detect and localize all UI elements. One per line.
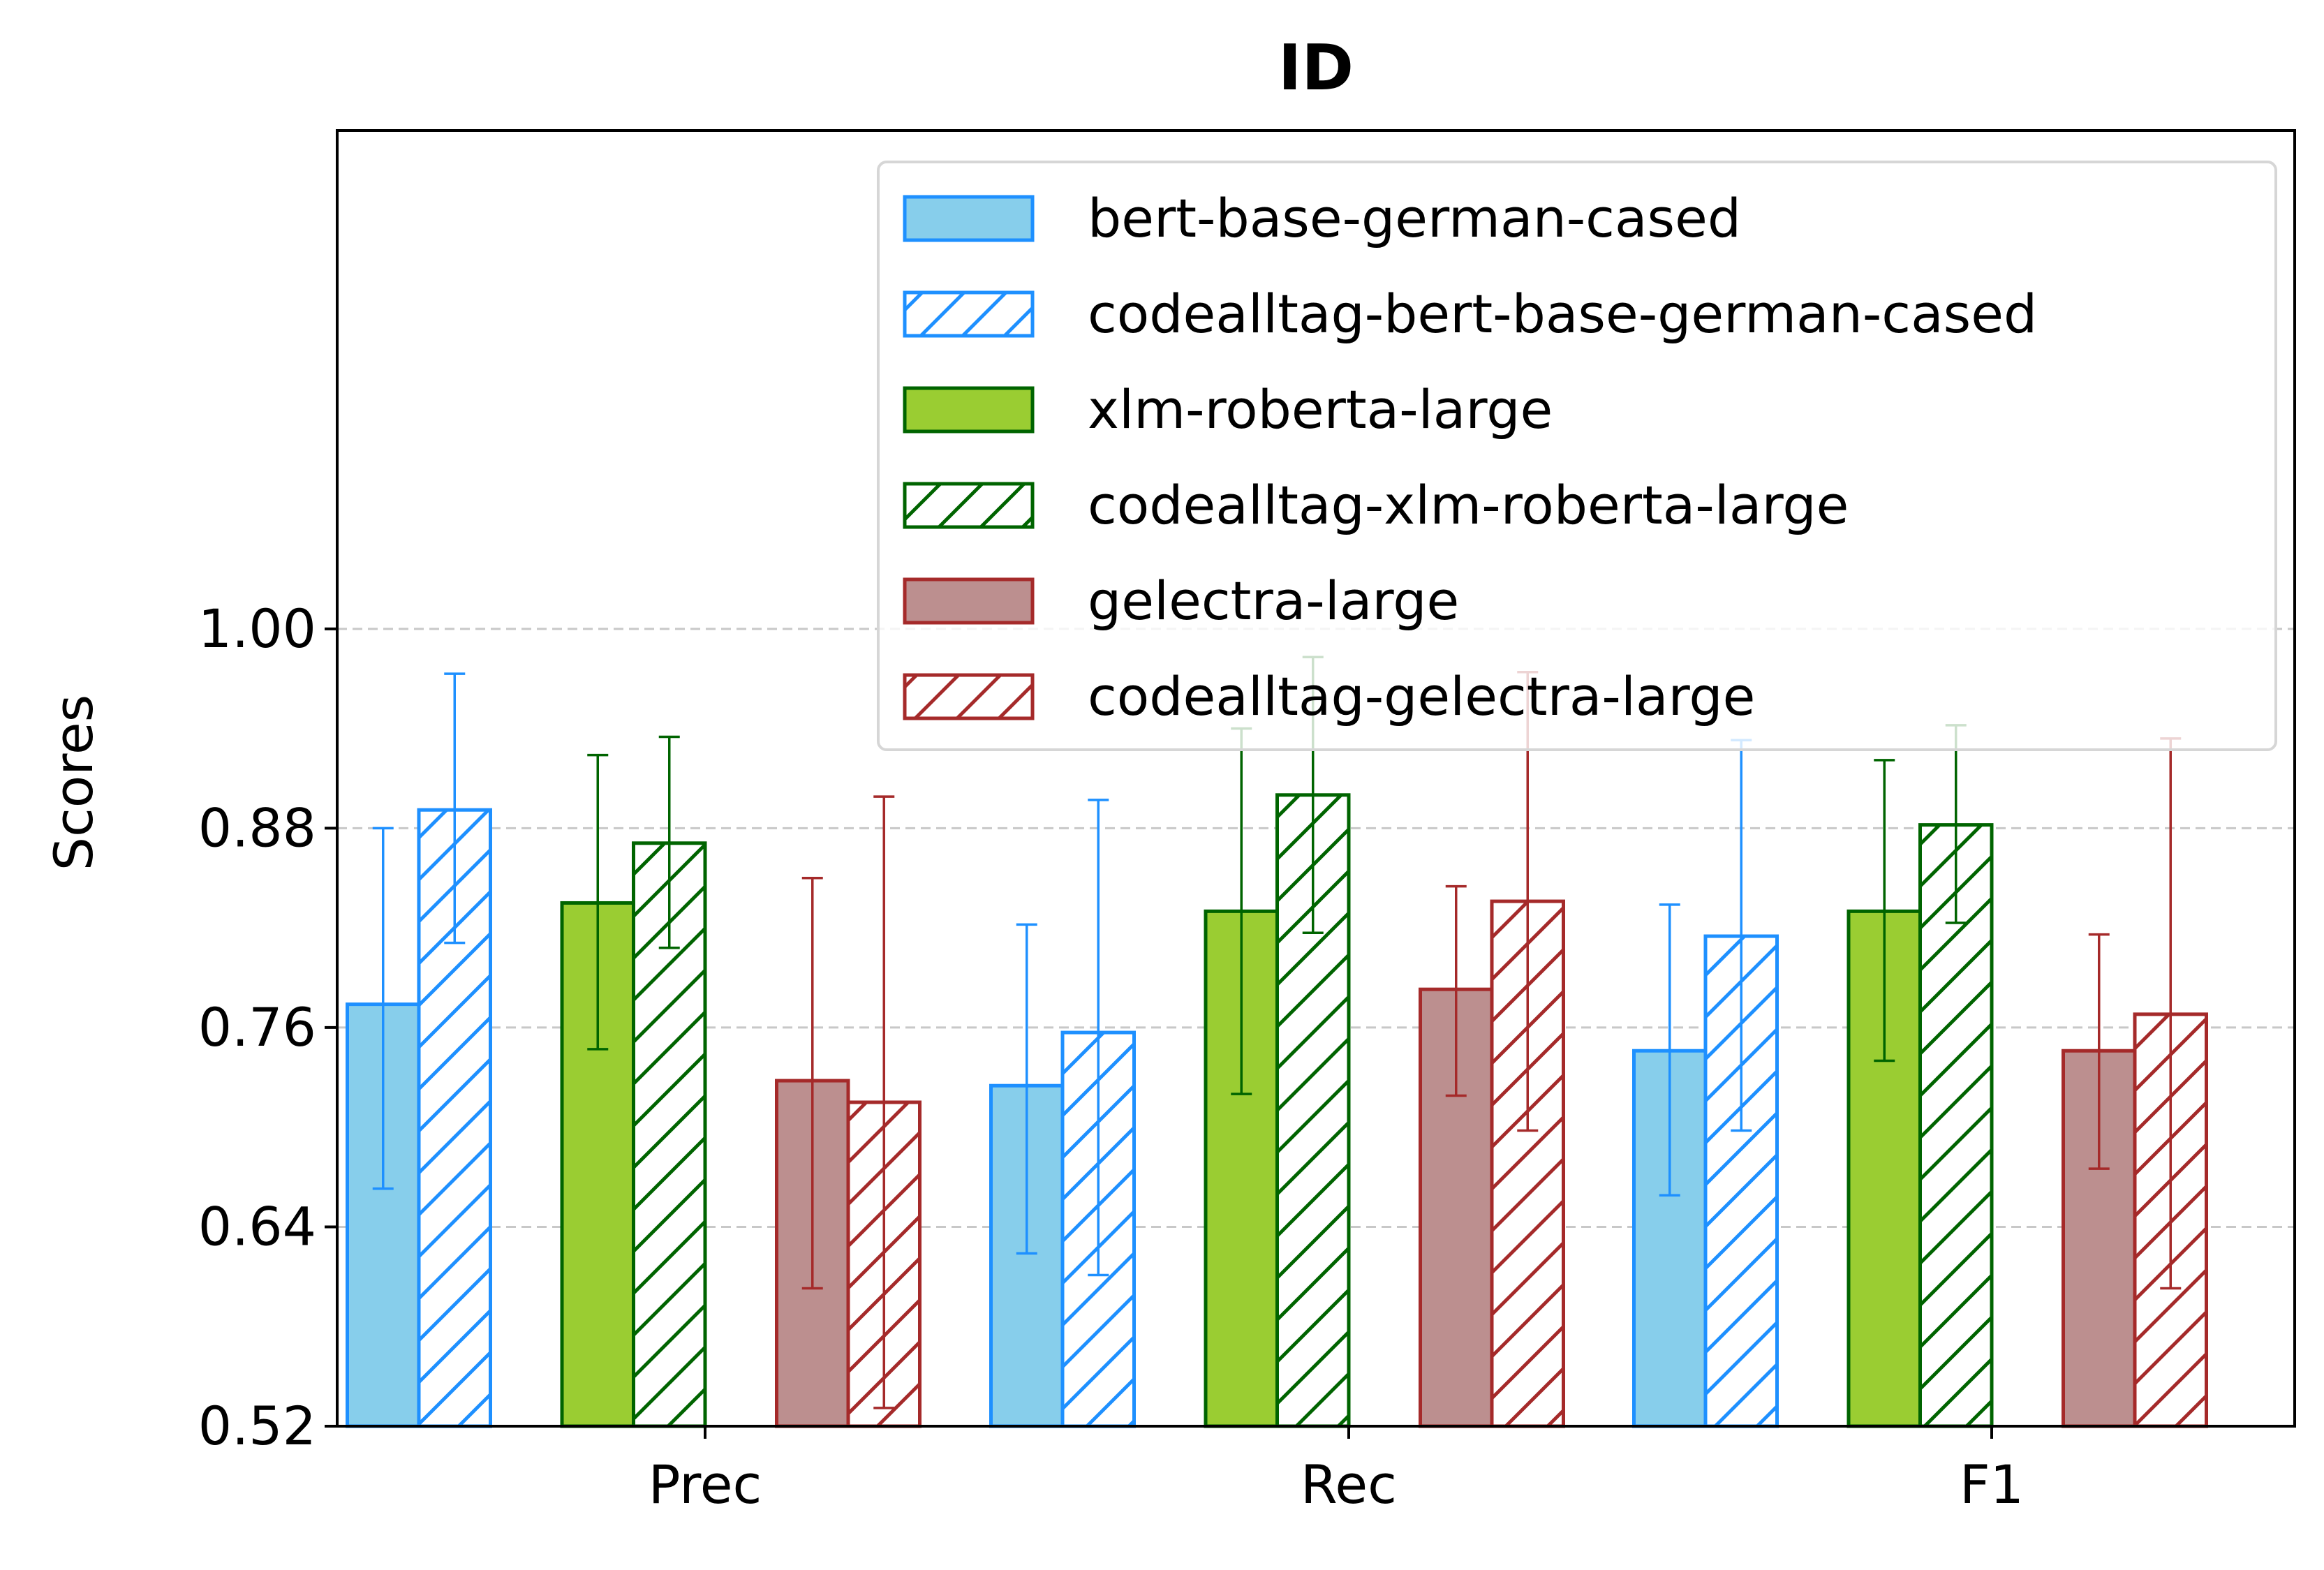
x-tick-label-f1: F1 [1960,1453,2024,1516]
legend-label: codealltag-bert-base-german-cased [1088,283,2037,345]
error-bars [372,656,2182,1409]
error-bar [1088,799,1109,1277]
legend-entry: gelectra-large [903,570,1459,632]
legend-swatch [903,195,1035,242]
error-bar [1874,759,1895,1062]
legend-swatch [903,673,1035,720]
legend-swatch [903,290,1035,338]
error-bar [372,827,394,1190]
x-tick-label-rec: Rec [1301,1453,1397,1516]
error-bar [587,753,609,1051]
y-axis-ticks: 0.52 0.64 0.76 0.88 1.00 [198,598,337,1457]
bar-f1-codealltag-xlm-roberta-large [1918,823,1994,1428]
legend-entry: codealltag-gelectra-large [903,665,1755,727]
legend-entry: codealltag-bert-base-german-cased [903,283,2037,345]
error-bar [1659,903,1680,1197]
legend-label: gelectra-large [1088,570,1459,632]
error-bar [1016,923,1037,1255]
legend: bert-base-german-cased codealltag-bert-ba… [877,161,2277,751]
legend-swatch [903,577,1035,625]
x-axis-ticks: Prec Rec F1 [649,1426,2024,1516]
chart-title: ID [1278,31,1354,105]
legend-label: codealltag-gelectra-large [1088,665,1755,727]
legend-entry: xlm-roberta-large [903,378,1553,440]
x-tick-label-prec: Prec [649,1453,762,1516]
legend-frame [877,161,2277,751]
error-bar [444,672,466,945]
error-bar [2088,933,2110,1170]
y-tick-label: 0.52 [198,1395,316,1457]
bars [346,793,2208,1428]
error-bar [873,795,895,1409]
y-tick-label: 0.64 [198,1195,316,1257]
y-tick-label: 1.00 [198,598,316,660]
legend-label: codealltag-xlm-roberta-large [1088,474,1849,536]
legend-swatch [903,482,1035,529]
legend-entry: bert-base-german-cased [903,187,1741,249]
y-tick-label: 0.88 [198,797,316,859]
legend-label: xlm-roberta-large [1088,378,1553,440]
error-bar [801,877,823,1290]
error-bar [658,735,680,949]
legend-entry: codealltag-xlm-roberta-large [903,474,1849,536]
y-tick-label: 0.76 [198,996,316,1058]
legend-swatch [903,386,1035,434]
plot-frame [336,129,2296,1428]
error-bar [1445,884,1467,1097]
legend-label: bert-base-german-cased [1088,187,1741,249]
y-axis-label: Scores [43,695,105,871]
